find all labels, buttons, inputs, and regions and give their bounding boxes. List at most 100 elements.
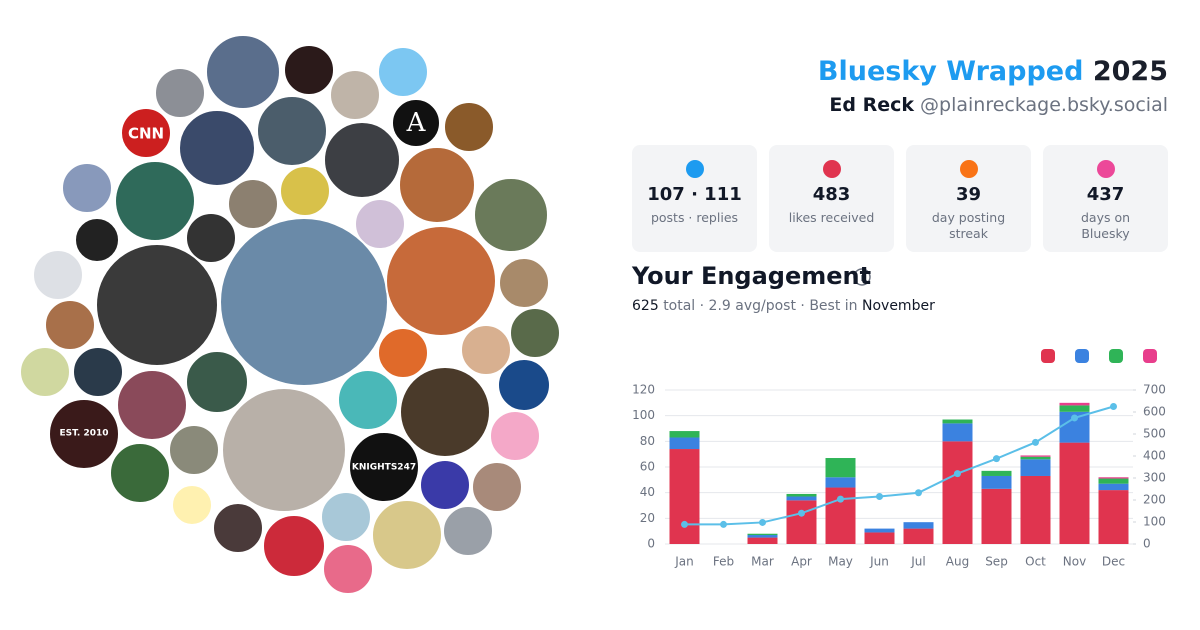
info-icon[interactable] xyxy=(853,268,871,286)
line-series xyxy=(684,405,1114,526)
avatar xyxy=(279,165,331,217)
legend-icon xyxy=(1075,349,1089,363)
avatar xyxy=(509,307,561,359)
avatar xyxy=(337,369,399,431)
bar-segment xyxy=(942,419,973,424)
avatar xyxy=(348,431,420,503)
year: 2025 xyxy=(1092,56,1168,87)
legend-icon xyxy=(1109,349,1123,363)
bar-segment xyxy=(903,522,934,529)
summary-middle: total · 2.9 avg/post · Best in xyxy=(663,298,858,314)
avatar xyxy=(256,95,328,167)
y-tick-label: 40 xyxy=(640,485,655,499)
y-tick-label: 20 xyxy=(640,511,655,525)
avatar xyxy=(471,461,523,513)
avatar-text: KNIGHTS247 xyxy=(352,463,416,473)
avatar xyxy=(443,101,495,153)
avatar xyxy=(72,346,124,398)
bar-segment xyxy=(1020,459,1051,476)
avatar xyxy=(391,98,441,148)
avatar xyxy=(329,69,381,121)
bar-segment xyxy=(903,528,934,544)
line-point xyxy=(681,520,688,528)
stat-icon xyxy=(1096,160,1115,178)
line-point xyxy=(798,509,805,517)
avatar xyxy=(377,46,429,98)
avatar xyxy=(320,491,372,543)
stat-value: 107 · 111 xyxy=(647,184,742,205)
legend-icon xyxy=(1143,349,1157,363)
avatar xyxy=(221,387,347,513)
avatar xyxy=(473,177,549,253)
x-tick-label: Jun xyxy=(869,555,889,569)
avatar xyxy=(61,162,113,214)
x-tick-label: Mar xyxy=(751,555,774,569)
stat-label: posts · replies xyxy=(650,210,739,225)
bar-segment xyxy=(1020,455,1051,457)
bar-segment xyxy=(786,493,817,497)
stat-icon xyxy=(959,160,978,178)
y2-tick-label: 400 xyxy=(1143,449,1166,463)
best-month: November xyxy=(862,298,935,314)
y-tick-label: 120 xyxy=(632,383,655,397)
bar-segment xyxy=(1098,478,1129,484)
bar-segment xyxy=(747,535,778,538)
bar-segment xyxy=(981,488,1012,544)
engagement-summary: 625 total · 2.9 avg/post · Best in Novem… xyxy=(632,298,935,314)
bar-segment xyxy=(786,496,817,501)
line-point xyxy=(1071,414,1078,422)
y-tick-label: 100 xyxy=(632,408,655,422)
avatar xyxy=(227,178,279,230)
bar-segment xyxy=(669,431,700,438)
y2-tick-label: 700 xyxy=(1143,383,1166,397)
bar-segment xyxy=(669,437,700,450)
line-point xyxy=(993,455,1000,463)
stat-card: 483 likes received xyxy=(769,145,894,252)
subtitle: Ed Reck @plainreckage.bsky.social xyxy=(829,94,1168,116)
bar-segment xyxy=(1098,490,1129,544)
avatar xyxy=(32,249,84,301)
avatar xyxy=(171,484,213,526)
bar-segment xyxy=(825,477,856,488)
stat-label: day posting streak xyxy=(931,210,1006,241)
avatar xyxy=(44,299,96,351)
line-point xyxy=(1110,403,1117,410)
y-tick-label: 0 xyxy=(647,537,655,551)
avatar-text: EST. 2010 xyxy=(59,429,108,439)
avatar xyxy=(212,502,264,554)
bar-segment xyxy=(864,532,895,544)
bar-segment xyxy=(1059,405,1090,412)
avatar xyxy=(185,212,237,264)
avatar xyxy=(185,350,249,414)
stat-icon xyxy=(822,160,841,178)
avatar xyxy=(419,459,471,511)
avatar xyxy=(95,243,219,367)
stat-card: 107 · 111 posts · replies xyxy=(632,145,757,252)
stat-icon xyxy=(685,160,704,178)
avatar xyxy=(399,366,491,458)
y2-tick-label: 200 xyxy=(1143,493,1166,507)
avatar xyxy=(168,424,220,476)
avatar xyxy=(385,225,497,337)
bar-segment xyxy=(1059,402,1090,406)
bar-segment xyxy=(786,500,817,544)
brand: Bluesky Wrapped xyxy=(817,56,1084,87)
line-point xyxy=(837,495,844,503)
bar-segment xyxy=(1020,475,1051,544)
x-tick-label: Feb xyxy=(713,555,734,569)
legend-icon xyxy=(1041,349,1055,363)
bar-segment xyxy=(942,423,973,442)
user-name: Ed Reck xyxy=(829,94,915,116)
avatar xyxy=(109,442,171,504)
total: 625 xyxy=(632,298,659,314)
stat-value: 437 xyxy=(1086,184,1125,205)
bar-segment xyxy=(747,533,778,536)
stat-value: 39 xyxy=(955,184,982,205)
bar-segment xyxy=(825,458,856,478)
bar-segment xyxy=(981,470,1012,476)
x-tick-label: Sep xyxy=(985,555,1008,569)
x-tick-label: Aug xyxy=(946,555,969,569)
y2-tick-label: 500 xyxy=(1143,427,1166,441)
bar-segment xyxy=(1098,483,1129,491)
